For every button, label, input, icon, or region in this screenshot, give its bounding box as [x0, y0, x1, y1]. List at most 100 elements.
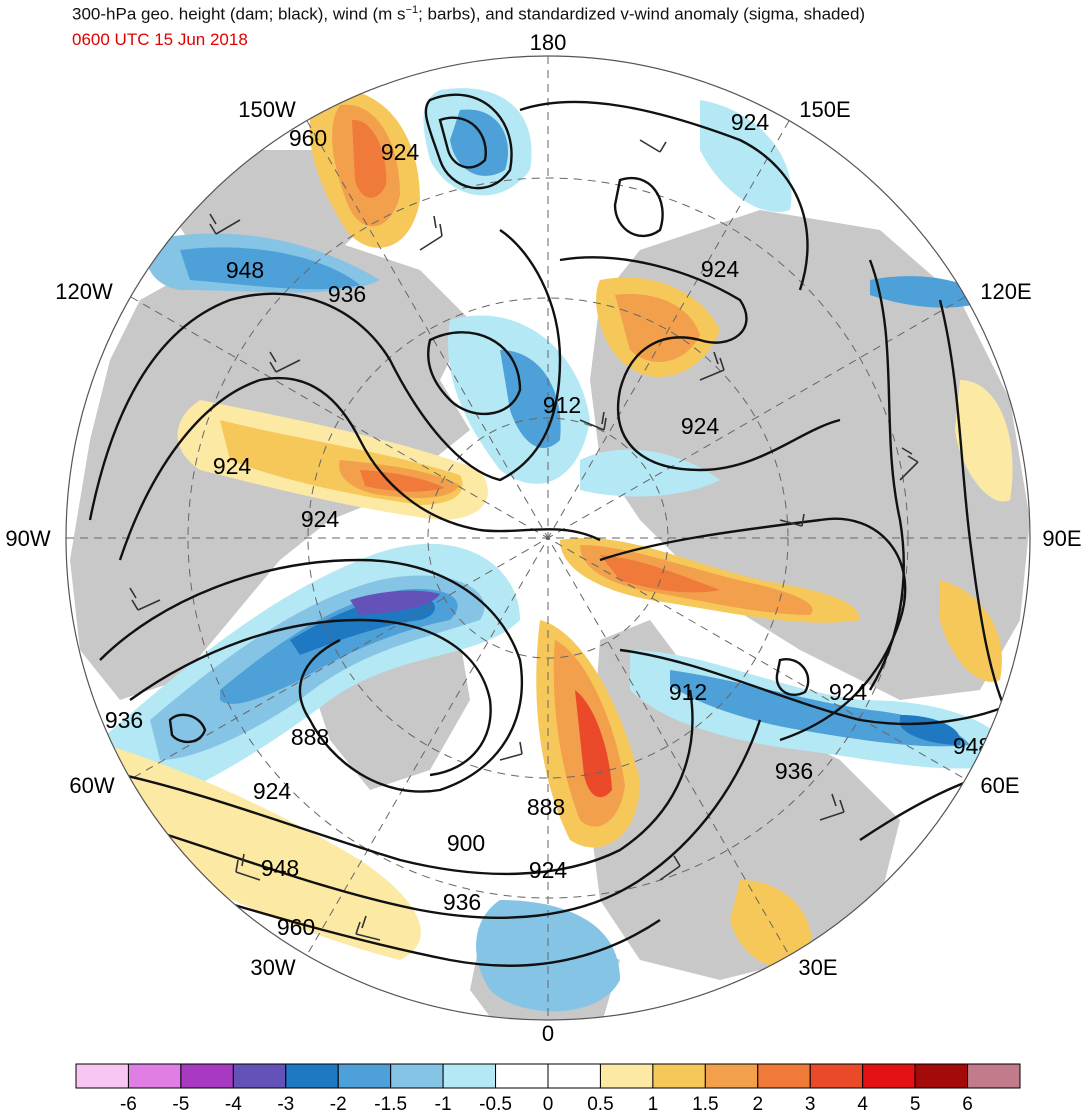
colorbar-tick-label: 6	[962, 1094, 973, 1112]
contour-line	[613, 176, 664, 237]
contour-label: 924	[731, 109, 770, 135]
contour-line	[424, 93, 513, 190]
colorbar-swatch	[127, 1063, 182, 1089]
longitude-label-150e: 150E	[799, 97, 850, 122]
colorbar-swatch	[442, 1063, 497, 1089]
contour-label: 924	[529, 857, 568, 883]
longitude-label-120e: 120E	[980, 279, 1031, 304]
contour-label: 912	[543, 392, 581, 418]
longitude-label-60w: 60W	[69, 773, 114, 798]
anomaly-pos-15	[615, 294, 700, 362]
contour-label: 924	[829, 679, 868, 705]
contour-line	[99, 558, 524, 793]
contour-line	[99, 689, 694, 876]
colorbar-swatch	[180, 1063, 234, 1089]
map-boundary	[65, 55, 1031, 1021]
colorbar-tick-label: -0.5	[479, 1094, 512, 1112]
colorbar-swatch	[390, 1063, 444, 1089]
contour-line	[168, 713, 207, 744]
colorbar-swatch	[75, 1063, 129, 1089]
contour-line	[775, 658, 810, 697]
contour-line	[88, 229, 562, 521]
contour-line	[427, 331, 522, 415]
contour-label: 912	[669, 679, 707, 705]
contour-label: 924	[253, 778, 292, 804]
title-superscript: −1	[405, 4, 419, 16]
wind-barb	[499, 741, 523, 761]
map-title: 300-hPa geo. height (dam; black), wind (…	[72, 4, 865, 25]
contour-label: 924	[701, 256, 740, 282]
wind-barb	[779, 513, 805, 527]
anomaly-neg-18	[700, 100, 792, 212]
anomaly-neg-7	[180, 247, 360, 290]
anomaly-pos-18	[940, 580, 1002, 682]
wind-barb	[419, 215, 443, 251]
anomaly-neg-5	[350, 590, 440, 615]
anomaly-pos-19	[955, 380, 1013, 502]
colorbar-swatch	[652, 1063, 706, 1089]
anomaly-neg-16	[580, 449, 720, 497]
contour-label: 936	[443, 889, 481, 915]
wind-barb	[235, 853, 261, 881]
anomaly-neg-14	[900, 715, 961, 745]
anomaly-pos-10	[600, 555, 720, 593]
contour-label: 888	[527, 794, 565, 820]
anomaly-pos-16	[87, 740, 421, 960]
colorbar-swatch	[232, 1063, 287, 1089]
anomaly-neg-11	[500, 350, 561, 449]
longitude-label-0: 0	[542, 1021, 554, 1046]
contour-label: 924	[213, 453, 252, 479]
colorbar-tick-label: 3	[805, 1094, 816, 1112]
contour-label: 960	[277, 914, 315, 940]
contour-label: 936	[105, 707, 143, 733]
contour-line	[599, 517, 907, 742]
contour-label: 900	[447, 830, 485, 856]
colorbar-swatch	[495, 1063, 549, 1089]
longitude-label-150w: 150W	[238, 97, 296, 122]
contour-label: 960	[289, 125, 327, 151]
colorbar-tick-label: 0.5	[587, 1094, 613, 1112]
contour-labels: 924 960 924 924 948 936 912 924 924 924 …	[105, 109, 991, 940]
longitude-label-90w: 90W	[5, 526, 50, 551]
wind-barb	[659, 855, 681, 881]
colorbar-tick-label: 4	[857, 1094, 868, 1112]
colorbar-swatch	[285, 1063, 339, 1089]
colorbar-tick-label: -1	[435, 1094, 452, 1112]
contour-line	[129, 618, 492, 777]
contour-label: 924	[681, 413, 720, 439]
contour-label: 936	[775, 758, 813, 784]
colorbar-swatch	[914, 1063, 969, 1089]
contour-label: 948	[953, 733, 991, 759]
contour-line	[118, 376, 601, 561]
map-disk: 924 960 924 924 948 936 912 924 924 924 …	[66, 56, 1030, 1020]
wind-barb	[899, 447, 919, 481]
anomaly-pos-7	[352, 119, 387, 198]
anomaly-pos-4	[360, 470, 445, 492]
colorbar-tick-label: -3	[277, 1094, 294, 1112]
contour-line	[938, 299, 1012, 721]
height-contours	[88, 93, 1021, 967]
wind-barb	[819, 793, 845, 821]
colorbar-swatch	[757, 1063, 811, 1089]
wind-barb	[269, 351, 301, 373]
colorbar-tick-label: -2	[330, 1094, 347, 1112]
colorbar-swatch	[862, 1063, 916, 1089]
title-text-pre: 300-hPa geo. height (dam; black), wind (…	[72, 4, 406, 24]
contour-label: 888	[291, 724, 329, 750]
contour-line	[519, 100, 809, 291]
contour-label: 948	[226, 257, 264, 283]
wind-barb	[699, 351, 725, 381]
colorbar-swatch	[547, 1063, 601, 1089]
wind-barb	[129, 587, 161, 611]
colorbar-tick-label: 2	[752, 1094, 763, 1112]
longitude-label-180: 180	[530, 30, 567, 55]
wind-barb	[579, 411, 607, 431]
colorbar-tick-label: 1.5	[692, 1094, 718, 1112]
contour-label: 924	[381, 139, 420, 165]
colorbar-tick-label: -6	[120, 1094, 137, 1112]
colorbar-tick-label: 5	[910, 1094, 921, 1112]
map-valid-time: 0600 UTC 15 Jun 2018	[72, 30, 248, 49]
longitude-labels: 180 150E 120E 90E 60E 30E 0 30W 60W 90W …	[5, 30, 1081, 1046]
longitude-label-30e: 30E	[798, 955, 837, 980]
